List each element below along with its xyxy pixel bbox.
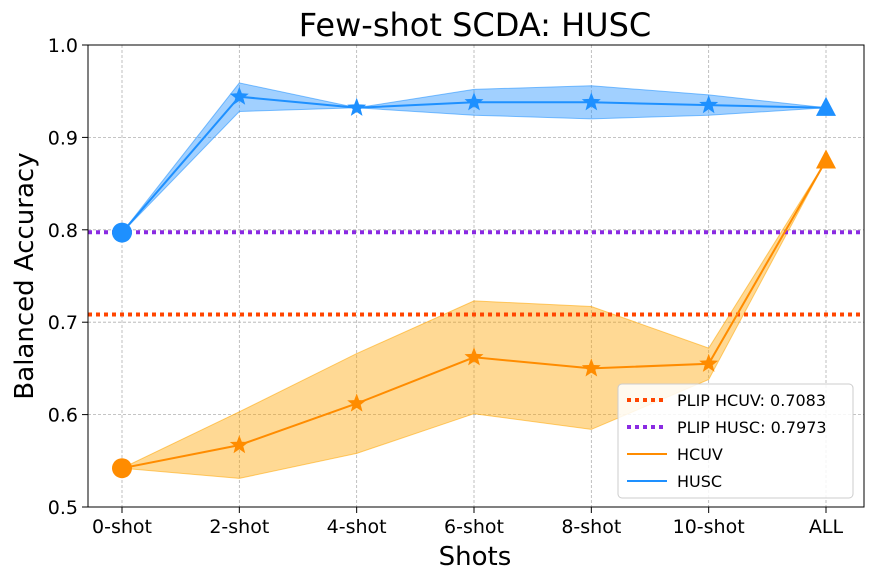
axes: 0-shot 2-shot 4-shot 6-shot 8-shot 10-shot ALL…	[48, 35, 844, 538]
legend-box	[617, 383, 854, 499]
legend-entry-hcuv-label: HCUV	[677, 445, 723, 464]
chart-title: Few-shot SCDA: HUSC	[299, 6, 651, 44]
hcuv-point-circle	[112, 458, 132, 479]
x-tick-label: 10-shot	[673, 516, 745, 538]
husc-point-star	[581, 92, 601, 111]
husc-point-star	[464, 92, 484, 111]
y-tick-label: 1.0	[48, 35, 78, 57]
series-markers	[112, 86, 836, 479]
y-tick-label: 0.9	[48, 127, 78, 149]
legend-entry-husc-label: HUSC	[677, 472, 722, 491]
plot-frame	[87, 44, 865, 508]
x-tick-label: ALL	[809, 516, 844, 538]
y-tick-label: 0.7	[48, 312, 78, 334]
legend: PLIP HCUV: 0.7083 PLIP HUSC: 0.7973 HCUV HU…	[617, 383, 854, 499]
hcuv-point-star	[581, 358, 601, 377]
husc-point-star	[229, 86, 249, 105]
husc-point-star	[347, 97, 367, 116]
husc-point-star	[699, 95, 719, 114]
hcuv-point-star	[229, 435, 249, 454]
y-tick-label: 0.6	[48, 405, 78, 427]
hcuv-point-star	[347, 393, 367, 412]
legend-entry-ref-1-label: PLIP HCUV: 0.7083	[677, 391, 826, 410]
hcuv-point-star	[464, 347, 484, 366]
y-tick-label: 0.5	[48, 497, 78, 519]
hcuv-point-triangle	[816, 149, 836, 169]
hcuv-point-star	[699, 353, 719, 372]
y-axis-label: Balanced Accuracy	[10, 152, 40, 399]
x-tick-label: 2-shot	[209, 516, 269, 538]
x-tick-label: 4-shot	[327, 516, 387, 538]
x-tick-label: 6-shot	[444, 516, 504, 538]
x-tick-label: 8-shot	[561, 516, 621, 538]
reference-lines	[88, 230, 864, 317]
y-tick-label: 0.8	[48, 220, 78, 242]
x-tick-label: 0-shot	[92, 516, 152, 538]
legend-entry-ref-2-label: PLIP HUSC: 0.7973	[677, 418, 827, 437]
husc-point-triangle	[816, 96, 836, 116]
x-axis-label: Shots	[439, 542, 512, 572]
husc-point-circle	[112, 222, 132, 243]
